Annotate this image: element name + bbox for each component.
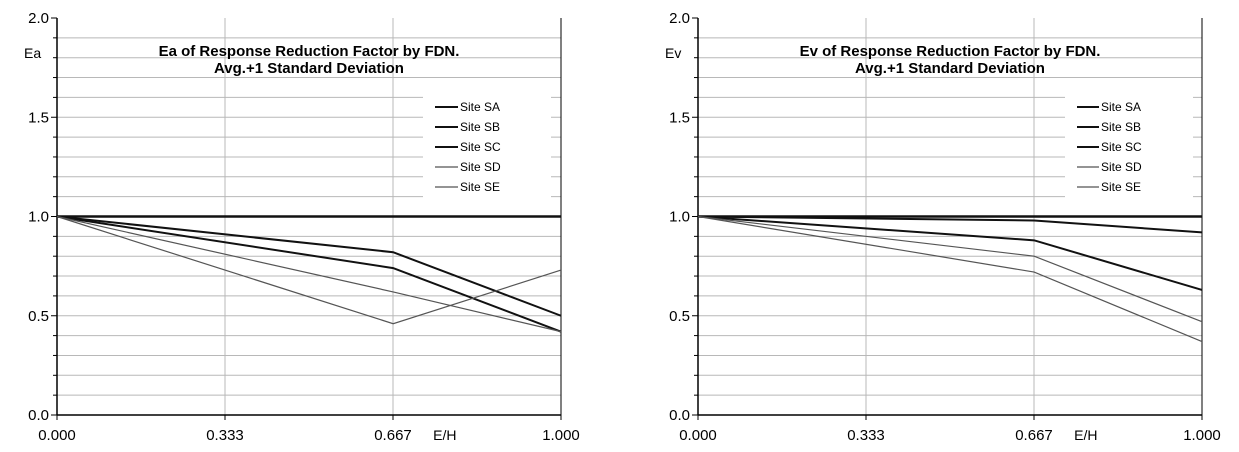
chart-title-line: Ea of Response Reduction Factor by FDN. — [159, 43, 460, 60]
y-tick-label: 1.5 — [669, 109, 690, 126]
x-tick-label: 0.667 — [374, 427, 412, 444]
y-tick-label: 1.0 — [28, 209, 49, 226]
chart-title-line: Avg.+1 Standard Deviation — [855, 60, 1045, 77]
y-axis-label: Ea — [24, 45, 41, 61]
series-line-site-sb — [56, 215, 562, 317]
legend-label: Site SC — [460, 140, 501, 154]
series-line-site-sd — [697, 215, 1203, 323]
legend-label: Site SE — [460, 180, 500, 194]
y-tick-label: 0.0 — [28, 407, 49, 424]
x-tick-label: 0.000 — [38, 427, 76, 444]
x-tick-label: 0.667 — [1015, 427, 1053, 444]
y-tick-label: 0.0 — [669, 407, 690, 424]
legend: Site SA Site SB Site SC Site SD Site SE — [1065, 92, 1193, 204]
legend-label: Site SB — [1101, 120, 1141, 134]
chart-title-line: Avg.+1 Standard Deviation — [214, 60, 404, 77]
series-line-site-sc — [56, 215, 562, 333]
y-tick-label: 2.0 — [28, 10, 49, 27]
y-tick-label: 2.0 — [669, 10, 690, 27]
legend-label: Site SD — [1101, 160, 1142, 174]
legend-label: Site SA — [460, 100, 500, 114]
x-tick-label: 1.000 — [1183, 427, 1221, 444]
legend-label: Site SA — [1101, 100, 1141, 114]
y-tick-label: 1.0 — [669, 209, 690, 226]
y-tick-label: 1.5 — [28, 109, 49, 126]
series-line-site-sd — [56, 215, 562, 333]
chart-2: 0.0 0.5 1.0 1.5 2.0 0.000 0.333 0.667 1.000 Ev E/H… — [665, 10, 1221, 444]
series-line-site-sb — [697, 215, 1203, 234]
legend-label: Site SE — [1101, 180, 1141, 194]
y-tick-label: 0.5 — [28, 308, 49, 325]
series-line-site-se — [56, 215, 562, 325]
x-tick-label: 0.333 — [847, 427, 885, 444]
x-tick-label: 0.333 — [206, 427, 244, 444]
legend-label: Site SD — [460, 160, 501, 174]
series-line-site-sc — [697, 215, 1203, 291]
legend-label: Site SB — [460, 120, 500, 134]
x-axis-label: E/H — [433, 427, 456, 443]
y-axis-label: Ev — [665, 45, 681, 61]
legend: Site SA Site SB Site SC Site SD Site SE — [423, 92, 551, 204]
y-tick-label: 0.5 — [669, 308, 690, 325]
chart-1: 0.0 0.5 1.0 1.5 2.0 0.000 0.333 0.667 1.000 Ea E/H… — [24, 10, 580, 444]
x-tick-label: 0.000 — [679, 427, 717, 444]
x-tick-label: 1.000 — [542, 427, 580, 444]
chart-title-line: Ev of Response Reduction Factor by FDN. — [800, 43, 1101, 60]
x-axis-label: E/H — [1074, 427, 1097, 443]
legend-label: Site SC — [1101, 140, 1142, 154]
series-line-site-se — [697, 215, 1203, 343]
